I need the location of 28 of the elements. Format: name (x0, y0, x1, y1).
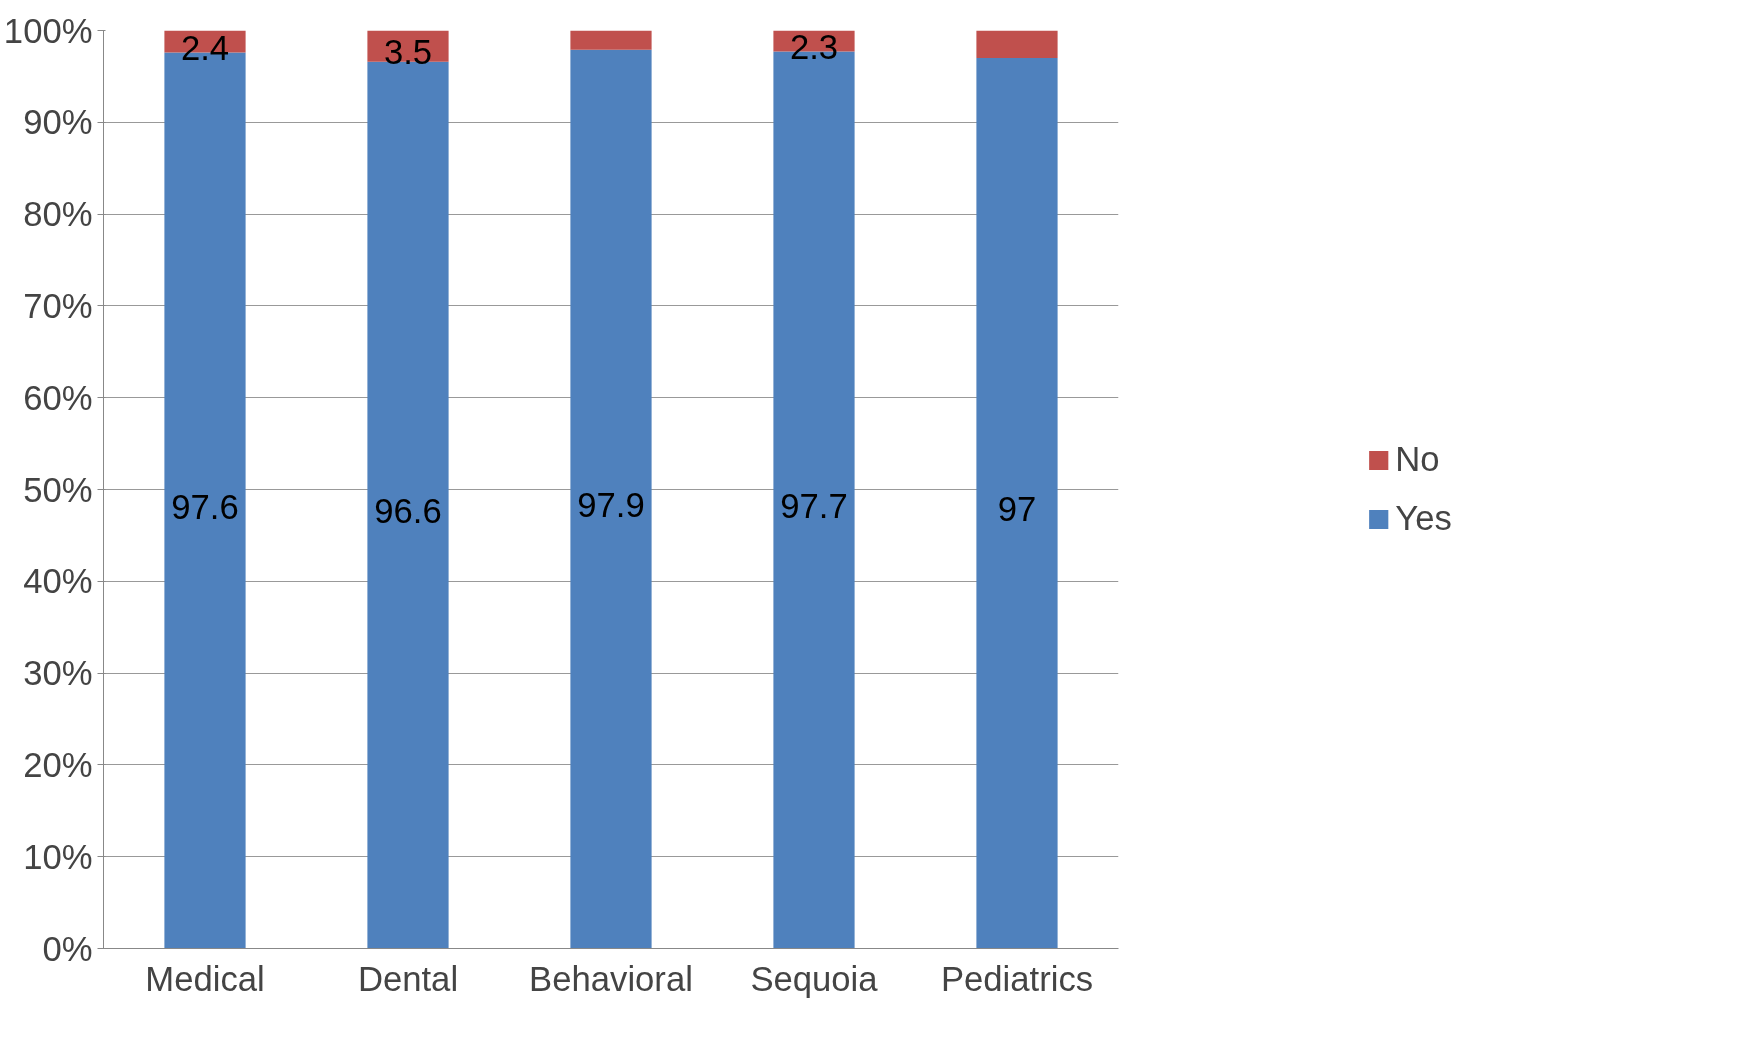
y-tick-label: 20% (23, 745, 93, 784)
bar (570, 49, 652, 949)
x-tick-label: Sequoia (750, 959, 879, 998)
y-tick-label: 0% (42, 929, 93, 968)
data-label: 97.6 (171, 487, 239, 526)
y-tick-label: 90% (23, 103, 93, 142)
data-label: 97.9 (577, 486, 645, 525)
legend-label: No (1395, 440, 1440, 479)
bar (976, 58, 1058, 949)
y-tick-label: 60% (23, 378, 93, 417)
y-tick-label: 80% (23, 195, 93, 234)
y-tick-label: 70% (23, 286, 93, 325)
y-tick-label: 100% (3, 11, 93, 50)
x-tick-label: Medical (145, 959, 265, 998)
x-tick-label: Dental (357, 959, 459, 998)
x-tick-label: Pediatrics (940, 959, 1094, 998)
data-label: 97 (997, 490, 1037, 529)
y-tick-label: 40% (23, 562, 93, 601)
bar (976, 30, 1058, 59)
y-tick-label: 50% (23, 470, 93, 509)
y-tick-label: 10% (23, 837, 93, 876)
y-tick-label: 30% (23, 654, 93, 693)
data-label: 97.7 (780, 487, 848, 526)
data-label: 96.6 (374, 492, 442, 531)
x-tick-label: Behavioral (529, 959, 693, 998)
legend-label: Yes (1395, 499, 1452, 538)
data-label: 3.5 (383, 32, 433, 71)
bar (570, 30, 652, 50)
